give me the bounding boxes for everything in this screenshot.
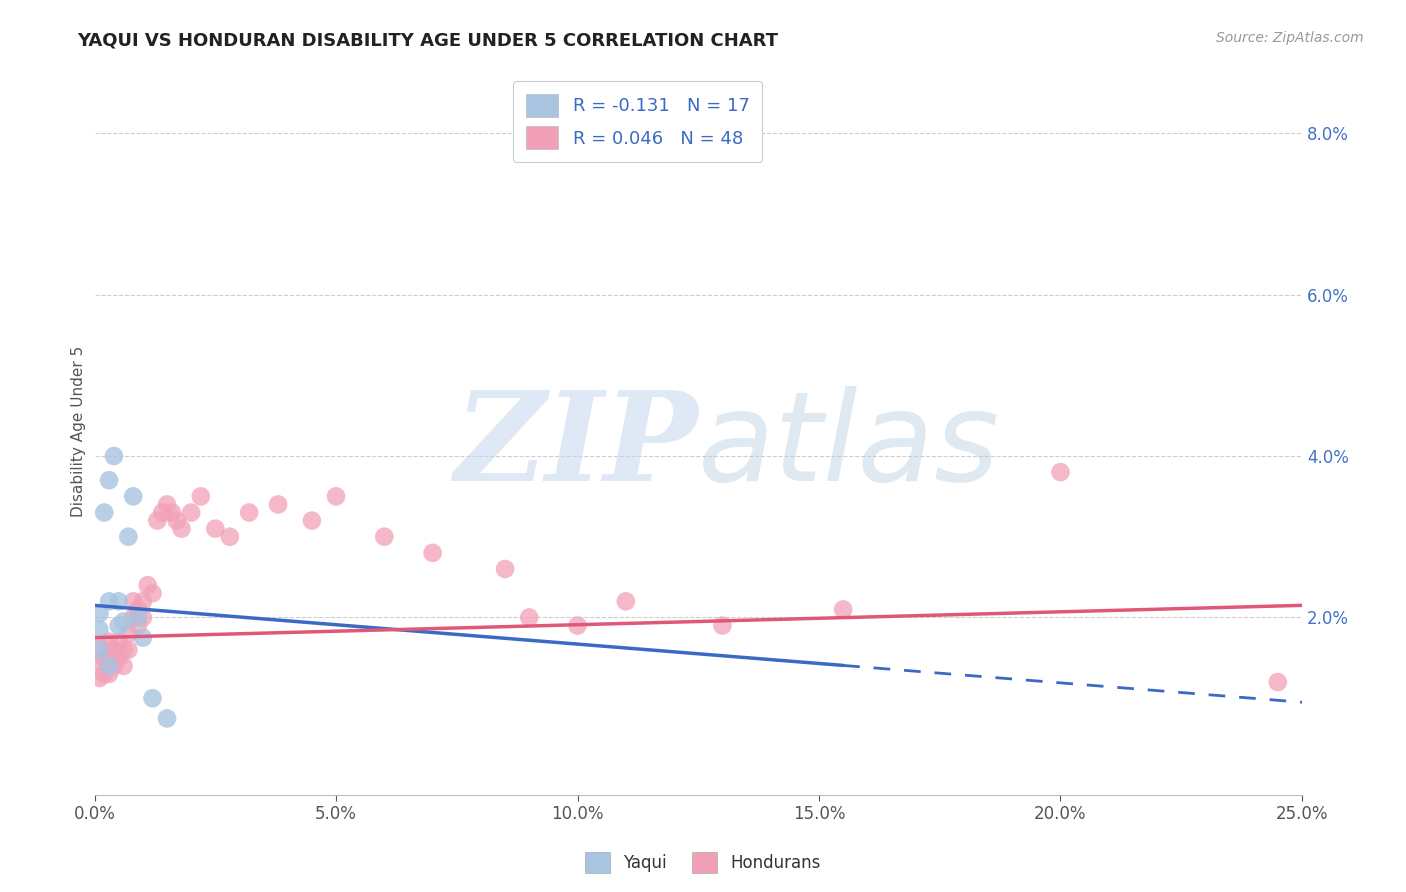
Point [127,602,149,616]
Point [98,650,121,665]
Text: YAQUI VS HONDURAN DISABILITY AGE UNDER 5 CORRELATION CHART: YAQUI VS HONDURAN DISABILITY AGE UNDER 5… [77,31,779,49]
Point [127,610,149,624]
Point [98,667,121,681]
Point [141,691,163,706]
Point [122,594,145,608]
Point [156,498,179,512]
Point [190,489,212,503]
Point [107,650,129,665]
Point [98,634,121,648]
Point [422,546,444,560]
Point [89,655,111,669]
Point [112,659,135,673]
Point [103,659,125,673]
Point [89,623,111,637]
Point [117,626,139,640]
Point [141,586,163,600]
Point [132,631,155,645]
Point [122,489,145,503]
Point [267,498,290,512]
Point [93,506,115,520]
Point [567,618,589,632]
Legend: Yaqui, Hondurans: Yaqui, Hondurans [578,846,828,880]
Point [494,562,516,576]
Legend: R = -0.131   N = 17, R = 0.046   N = 48: R = -0.131 N = 17, R = 0.046 N = 48 [513,81,762,161]
Point [170,522,193,536]
Text: atlas: atlas [699,386,1001,507]
Point [89,642,111,657]
Point [146,514,169,528]
Point [1049,465,1071,479]
Point [180,506,202,520]
Point [614,594,637,608]
Point [112,615,135,629]
Point [98,594,121,608]
Point [132,610,155,624]
Point [150,506,173,520]
Point [218,530,240,544]
Point [160,506,183,520]
Point [98,473,121,487]
Point [107,634,129,648]
Point [325,489,347,503]
Point [93,650,115,665]
Point [301,514,323,528]
Point [1267,675,1289,690]
Point [117,530,139,544]
Text: ZIP: ZIP [454,385,699,507]
Point [117,642,139,657]
Point [89,639,111,653]
Point [98,659,121,673]
Point [93,667,115,681]
Point [89,607,111,621]
Point [103,449,125,463]
Point [517,610,540,624]
Text: Source: ZipAtlas.com: Source: ZipAtlas.com [1216,31,1364,45]
Point [204,522,226,536]
Point [107,594,129,608]
Point [373,530,395,544]
Point [132,594,155,608]
Point [89,671,111,685]
Y-axis label: Disability Age Under 5: Disability Age Under 5 [72,346,86,517]
Point [107,618,129,632]
Point [832,602,855,616]
Point [122,610,145,624]
Point [238,506,260,520]
Point [156,711,179,725]
Point [136,578,159,592]
Point [711,618,734,632]
Point [166,514,188,528]
Point [112,642,135,657]
Point [103,642,125,657]
Point [127,618,149,632]
